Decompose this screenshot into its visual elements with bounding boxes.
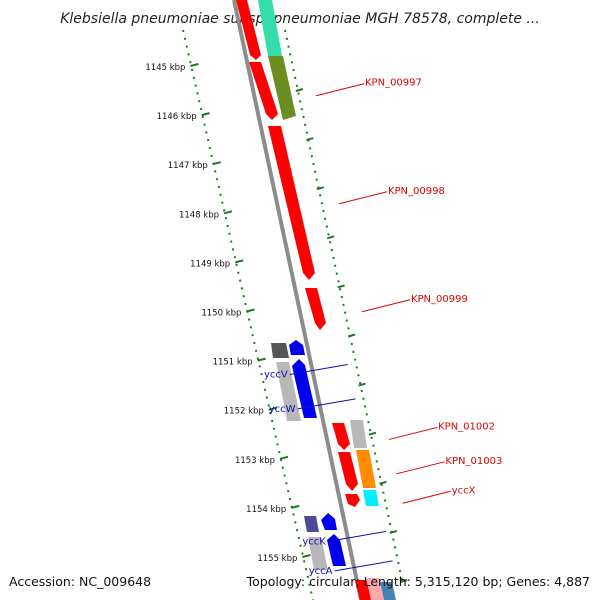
gene-features bbox=[236, 0, 372, 600]
tick-mark bbox=[201, 112, 210, 117]
tick-mark bbox=[302, 554, 311, 558]
gene-feature[interactable] bbox=[289, 340, 305, 355]
gene-feature[interactable] bbox=[345, 494, 360, 507]
tick-label: 1147 kbp bbox=[168, 161, 208, 171]
tick-mark bbox=[257, 357, 266, 362]
tick-mark bbox=[358, 382, 366, 387]
gene-feature[interactable] bbox=[305, 288, 326, 330]
tick-mark bbox=[279, 455, 289, 460]
tick-mark bbox=[347, 333, 356, 338]
tick-mark bbox=[246, 308, 255, 313]
gene-feature[interactable] bbox=[363, 490, 379, 506]
tick-label: 1148 kbp bbox=[179, 210, 219, 220]
gene-feature[interactable] bbox=[268, 56, 296, 120]
tick-label: 1146 kbp bbox=[157, 112, 197, 122]
gene-label-layer: KPN_00997 KPN_00998 KPN_00999 KPN_01002 KPN_… bbox=[264, 78, 502, 577]
tick-mark bbox=[212, 161, 222, 166]
map-title: Klebsiella pneumoniae subsp. pneumoniae … bbox=[60, 11, 540, 27]
gene-label-leader bbox=[338, 191, 388, 205]
tick-mark bbox=[306, 137, 314, 142]
gene-label-leader bbox=[361, 299, 411, 313]
gene-label-yccv[interactable]: yccV bbox=[264, 370, 288, 381]
gene-label-leader bbox=[396, 461, 445, 475]
tick-mark bbox=[316, 186, 325, 191]
tick-mark bbox=[379, 480, 387, 485]
accession-text: Accession: NC_009648 bbox=[9, 574, 151, 589]
gene-label-leader bbox=[289, 364, 348, 376]
tick-mark bbox=[234, 259, 244, 264]
tick-rail-left bbox=[182, 29, 314, 600]
gene-label-yccx[interactable]: yccX bbox=[452, 485, 476, 496]
gene-label-ycca[interactable]: yccA bbox=[309, 566, 333, 577]
tick-label: 1153 kbp bbox=[235, 456, 275, 466]
tick-label: 1154 kbp bbox=[246, 505, 286, 515]
gene-label-kpn-01002[interactable]: KPN_01002 bbox=[438, 421, 495, 432]
gene-label-kpn-00999[interactable]: KPN_00999 bbox=[411, 294, 468, 305]
tick-rail-right bbox=[284, 29, 403, 581]
gene-feature[interactable] bbox=[380, 582, 396, 600]
gene-label-leader bbox=[297, 398, 356, 410]
tick-mark bbox=[389, 529, 398, 534]
tick-label: 1155 kbp bbox=[257, 554, 297, 564]
genome-backbone bbox=[232, 0, 363, 600]
gene-feature[interactable] bbox=[276, 362, 301, 421]
tick-mark bbox=[223, 210, 233, 215]
gene-label-ycck[interactable]: yccK bbox=[302, 536, 326, 547]
gene-feature[interactable] bbox=[236, 0, 261, 60]
tick-label: 1145 kbp bbox=[145, 63, 185, 73]
tick-mark bbox=[190, 63, 199, 67]
gene-features-reverse bbox=[258, 0, 396, 600]
gene-feature[interactable] bbox=[249, 62, 278, 120]
tick-label: 1151 kbp bbox=[213, 358, 253, 368]
gene-feature[interactable] bbox=[308, 537, 328, 570]
gene-feature[interactable] bbox=[321, 513, 337, 530]
gene-feature[interactable] bbox=[258, 0, 282, 56]
gene-label-leader bbox=[402, 490, 451, 504]
gene-label-yccw[interactable]: yccW bbox=[269, 404, 296, 415]
tick-layer: 1145 kbp 1146 kbp 1147 kbp 1148 kbp 1149 kbp… bbox=[145, 63, 408, 583]
gene-feature[interactable] bbox=[304, 516, 319, 532]
genome-summary: Topology: circular; Length: 5,315,120 bp… bbox=[246, 574, 590, 589]
gene-feature[interactable] bbox=[271, 343, 289, 358]
gene-feature[interactable] bbox=[268, 126, 315, 280]
tick-mark bbox=[326, 235, 335, 240]
tick-mark bbox=[268, 406, 278, 411]
gene-label-leader bbox=[327, 530, 386, 542]
tick-mark bbox=[368, 431, 377, 436]
gene-feature[interactable] bbox=[332, 423, 350, 450]
gene-feature[interactable] bbox=[327, 534, 346, 566]
gene-feature[interactable] bbox=[338, 452, 358, 491]
tick-mark bbox=[295, 88, 304, 92]
gene-label-leader bbox=[334, 560, 393, 572]
tick-mark bbox=[400, 579, 408, 583]
tick-label: 1150 kbp bbox=[201, 309, 241, 319]
gene-label-kpn-00997[interactable]: KPN_00997 bbox=[365, 78, 422, 89]
tick-mark bbox=[337, 284, 345, 289]
gene-label-kpn-00998[interactable]: KPN_00998 bbox=[388, 186, 445, 197]
gene-feature[interactable] bbox=[292, 359, 317, 418]
gene-label-kpn-01003[interactable]: KPN_01003 bbox=[445, 456, 502, 467]
gene-label-leader bbox=[315, 83, 365, 97]
gene-label-leader bbox=[388, 426, 438, 440]
gene-feature[interactable] bbox=[356, 450, 376, 488]
tick-label: 1152 kbp bbox=[224, 407, 264, 417]
tick-mark bbox=[290, 504, 300, 509]
gene-feature[interactable] bbox=[366, 578, 384, 600]
tick-label: 1149 kbp bbox=[190, 259, 230, 269]
gene-feature[interactable] bbox=[350, 420, 367, 448]
